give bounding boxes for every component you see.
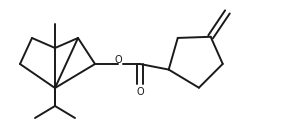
Text: O: O — [114, 55, 122, 65]
Text: O: O — [136, 87, 144, 97]
